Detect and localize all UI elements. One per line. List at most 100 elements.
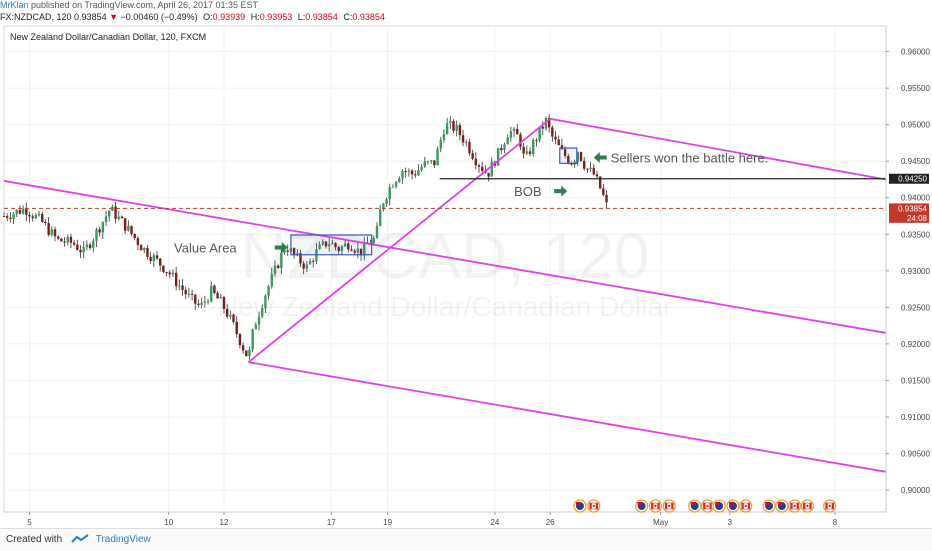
candle-body <box>516 128 519 135</box>
candle-body <box>426 161 430 163</box>
candle-body <box>159 258 162 266</box>
candle-body <box>525 151 529 154</box>
candle-body <box>583 160 586 169</box>
price-tick-label: 0.90000 <box>901 486 930 495</box>
candle-body <box>210 285 213 302</box>
candle-body <box>53 229 57 237</box>
candle-body <box>292 248 296 255</box>
price-tick-label: 0.92500 <box>901 303 930 312</box>
bob-label: BOB <box>514 184 541 199</box>
candle-body <box>500 148 503 151</box>
watermark-name: New Zealand Dollar/Canadian Dollar <box>218 291 672 322</box>
candle-body <box>372 237 376 244</box>
candle-body <box>203 301 207 303</box>
candle-body <box>18 209 22 214</box>
ca-flag-icon <box>700 499 715 513</box>
candle-body <box>407 170 411 172</box>
candle-body <box>452 121 455 131</box>
time-tick-label: 24 <box>490 518 499 527</box>
countdown-tag-text: 24:08 <box>907 214 928 223</box>
candle-body <box>359 248 363 256</box>
candle-body <box>200 302 203 305</box>
candle-body <box>232 314 235 322</box>
candle-body <box>72 242 76 245</box>
bob-label-arrow-icon <box>554 185 568 197</box>
candle-body <box>79 249 82 253</box>
candle-body <box>480 166 484 171</box>
candle-body <box>127 225 130 231</box>
candle-body <box>461 135 465 143</box>
candle-body <box>88 244 92 249</box>
candle-body <box>506 137 509 145</box>
candle-body <box>487 172 490 177</box>
symbol-bar: FX:NZDCAD, 120 0.93854 ▼ −0.00460 (−0.49… <box>0 12 932 23</box>
ca-flag-icon <box>787 499 802 513</box>
nz-flag-icon <box>762 499 776 513</box>
candle-body <box>95 229 98 241</box>
time-tick-label: May <box>653 518 668 527</box>
candle-body <box>519 134 522 147</box>
candle-body <box>375 226 379 238</box>
candle-body <box>496 148 500 166</box>
candle-body <box>241 345 245 351</box>
candle-body <box>225 308 229 317</box>
value-area-label: Value Area <box>174 240 237 255</box>
nz-flag-icon <box>712 499 726 513</box>
candle-body <box>270 273 273 287</box>
candle-body <box>12 213 15 219</box>
candle-body <box>586 168 589 170</box>
candle-body <box>312 260 315 262</box>
candle-body <box>136 238 140 246</box>
candle-body <box>394 182 398 187</box>
candle-body <box>229 314 232 317</box>
sellers-label-arrow-icon <box>593 152 607 164</box>
candle-body <box>165 272 168 274</box>
candle-body <box>251 329 254 350</box>
candle-body <box>445 123 449 135</box>
time-tick-label: 12 <box>220 518 229 527</box>
candle-body <box>261 308 264 317</box>
candle-body <box>477 165 481 167</box>
candle-body <box>554 136 557 140</box>
author-name[interactable]: MrKlan <box>0 0 29 10</box>
candle-body <box>391 186 395 188</box>
candle-body <box>324 241 328 247</box>
event-flag-detail <box>665 503 668 509</box>
price-tick-label: 0.94500 <box>901 157 930 166</box>
time-tick-label: 5 <box>27 518 32 527</box>
candle-body <box>155 255 159 259</box>
down-arrow-icon: ▼ <box>109 12 119 22</box>
candle-body <box>465 141 468 143</box>
event-flag-detail <box>825 503 828 509</box>
candle-body <box>276 265 280 268</box>
event-flag-detail <box>595 503 598 509</box>
candle-body <box>194 294 197 304</box>
candle-body <box>592 167 595 175</box>
candle-body <box>56 236 60 239</box>
candle-body <box>181 285 184 290</box>
candle-body <box>404 170 407 172</box>
candle-body <box>535 140 538 142</box>
event-flag-detail <box>796 503 799 509</box>
tradingview-brand[interactable]: TradingView <box>95 534 151 545</box>
symbol-name[interactable]: FX:NZDCAD, 120 <box>0 12 72 22</box>
upper-median-line <box>3 180 887 334</box>
candle-body <box>149 256 152 261</box>
candle-body <box>334 243 337 248</box>
time-tick-label: 3 <box>728 518 733 527</box>
candle-body <box>133 233 136 239</box>
candle-body <box>162 265 165 273</box>
published-text: published on TradingView.com, April 26, … <box>31 0 259 10</box>
candle-body <box>283 250 286 253</box>
time-tick-label: 8 <box>833 518 838 527</box>
candle-body <box>31 216 34 219</box>
candle-body <box>171 272 175 275</box>
candle-body <box>327 244 331 247</box>
candle-body <box>602 188 605 195</box>
candle-body <box>598 176 602 189</box>
candle-body <box>350 249 353 251</box>
candle-body <box>512 128 516 132</box>
price-tick-label: 0.91500 <box>901 376 930 385</box>
candle-body <box>222 297 226 309</box>
